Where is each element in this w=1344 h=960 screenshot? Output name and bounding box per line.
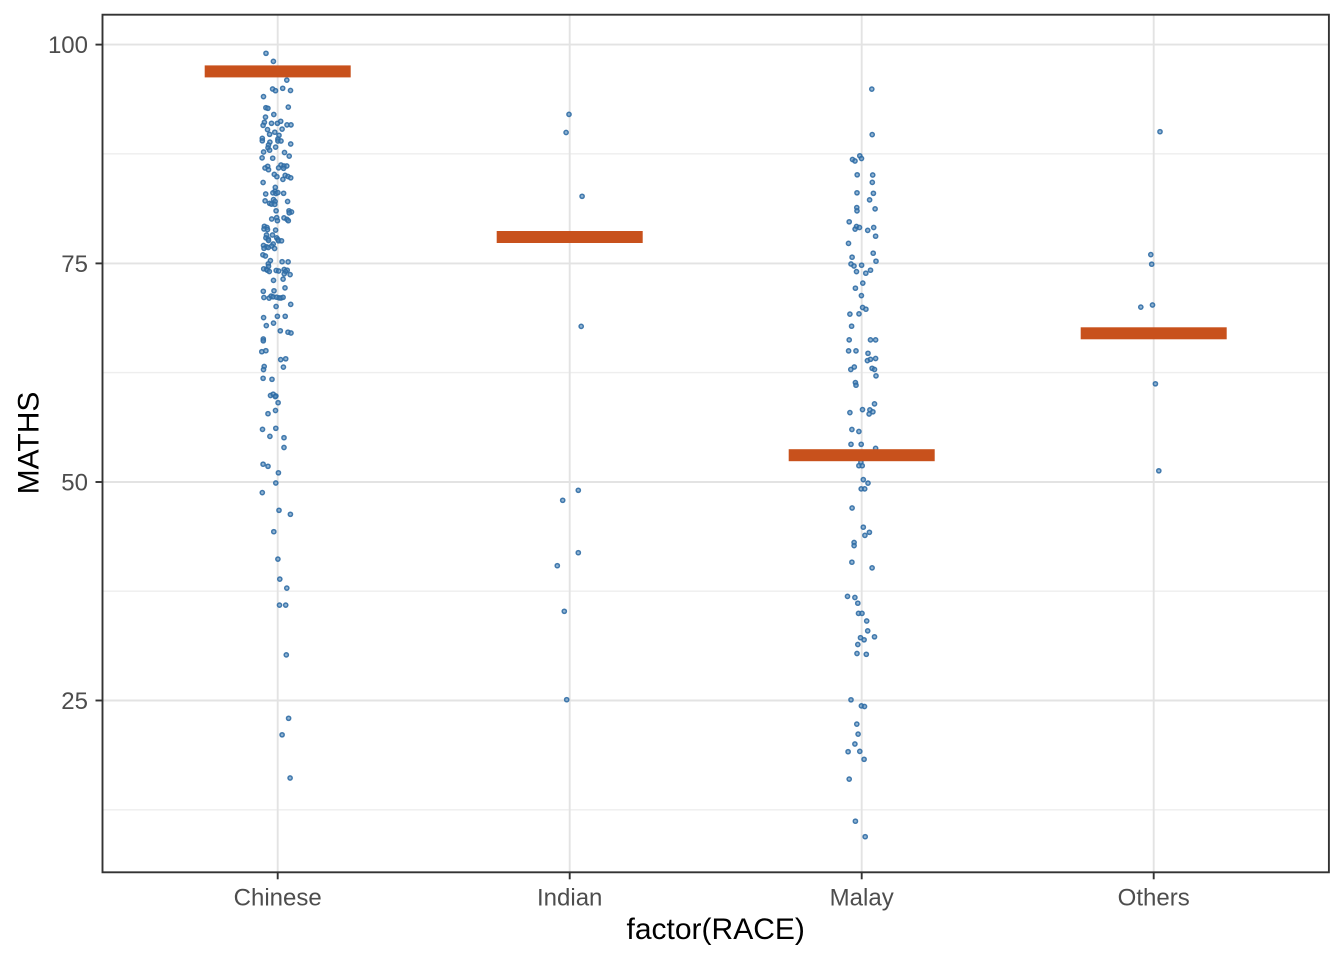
svg-text:MATHS: MATHS bbox=[13, 392, 46, 495]
svg-text:100: 100 bbox=[48, 32, 88, 59]
svg-text:Chinese: Chinese bbox=[234, 885, 322, 912]
svg-text:75: 75 bbox=[61, 251, 88, 278]
svg-text:25: 25 bbox=[61, 688, 88, 715]
svg-text:Others: Others bbox=[1118, 885, 1190, 912]
svg-text:Indian: Indian bbox=[537, 885, 602, 912]
svg-text:Malay: Malay bbox=[830, 885, 894, 912]
svg-text:50: 50 bbox=[61, 470, 88, 497]
svg-text:factor(RACE): factor(RACE) bbox=[627, 913, 805, 946]
